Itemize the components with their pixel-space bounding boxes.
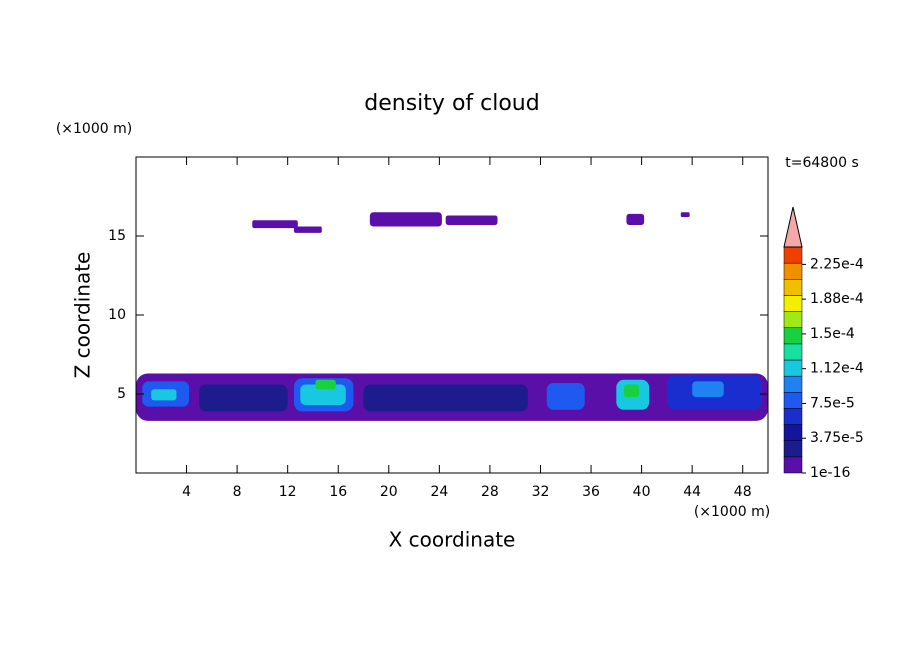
- contour-region: [199, 384, 288, 412]
- colorbar-band: [783, 262, 803, 280]
- colorbar-band: [783, 343, 803, 361]
- contour-region: [363, 384, 528, 412]
- colorbar-label: 3.75e-5: [810, 430, 864, 446]
- contour-region: [445, 215, 498, 225]
- contour-region: [546, 382, 585, 410]
- contour-region: [294, 226, 322, 233]
- x-tick-label: 44: [683, 484, 701, 500]
- y-tick-label: 5: [117, 386, 126, 402]
- contour-region: [692, 381, 724, 398]
- colorbar-band: [783, 246, 803, 264]
- contour-region: [623, 384, 640, 398]
- x-axis-label: X coordinate: [389, 528, 516, 552]
- x-tick-label: 40: [633, 484, 651, 500]
- colorbar-label: 1.12e-4: [810, 361, 864, 377]
- colorbar-band: [783, 295, 803, 312]
- colorbar-band: [783, 375, 803, 393]
- x-tick-label: 12: [279, 484, 297, 500]
- colorbar-band: [783, 424, 803, 441]
- field: [136, 212, 768, 421]
- contour-region: [252, 220, 298, 229]
- contour-region: [626, 213, 645, 225]
- x-tick-label: 16: [329, 484, 347, 500]
- colorbar-label: 1.88e-4: [810, 291, 864, 307]
- colorbar-band: [783, 311, 803, 328]
- colorbar-label: 1.5e-4: [810, 326, 855, 342]
- x-tick-label: 36: [582, 484, 600, 500]
- chart-title: density of cloud: [364, 91, 539, 116]
- x-tick-label: 28: [481, 484, 499, 500]
- x-tick-label: 20: [380, 484, 398, 500]
- x-tick-label: 32: [532, 484, 550, 500]
- y-tick-label: 10: [108, 307, 126, 323]
- colorbar-extend: [783, 206, 803, 248]
- colorbar-label: 7.5e-5: [810, 395, 855, 411]
- x-tick-label: 4: [182, 484, 191, 500]
- colorbar-band: [783, 392, 803, 409]
- x-tick-label: 48: [734, 484, 752, 500]
- contour-region: [300, 384, 346, 406]
- time-label: t=64800 s: [785, 155, 859, 171]
- x-tick-label: 8: [233, 484, 242, 500]
- colorbar-label: 1e-16: [810, 465, 850, 481]
- plot-frame: [135, 156, 769, 474]
- colorbar-label: 2.25e-4: [810, 256, 864, 272]
- colorbar-band: [783, 279, 803, 296]
- y-unit: (×1000 m): [56, 121, 132, 137]
- contour-region: [151, 389, 177, 401]
- contour-region: [680, 212, 690, 218]
- x-unit: (×1000 m): [694, 504, 770, 520]
- colorbar-band: [783, 408, 803, 425]
- y-tick-label: 15: [108, 228, 126, 244]
- contour-region: [369, 212, 442, 227]
- x-tick-label: 24: [430, 484, 448, 500]
- colorbar-band: [783, 327, 803, 345]
- colorbar-band: [783, 456, 803, 474]
- contour-region: [315, 379, 336, 390]
- y-axis-label: Z coordinate: [71, 252, 95, 379]
- colorbar-band: [783, 359, 803, 377]
- colorbar-band: [783, 440, 803, 458]
